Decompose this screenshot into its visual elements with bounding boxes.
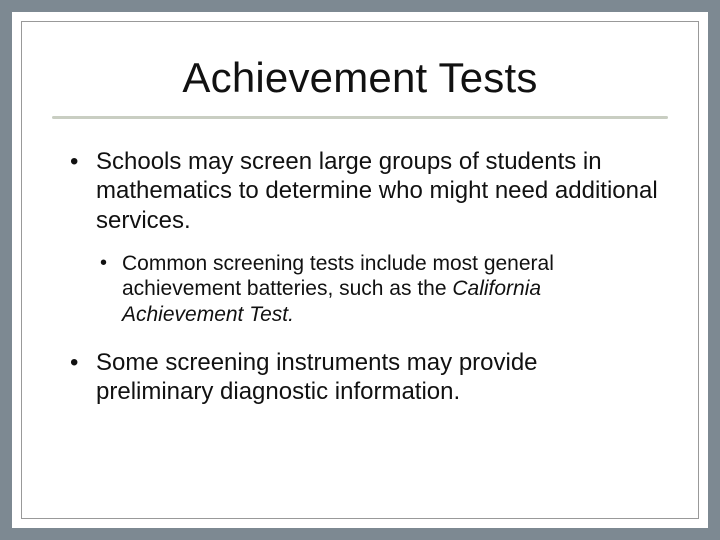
sub-bullet-list: Common screening tests include most gene… [96, 251, 660, 328]
slide-body: Schools may screen large groups of stude… [22, 119, 698, 406]
title-area: Achievement Tests [22, 22, 698, 116]
list-item: Some screening instruments may provide p… [60, 348, 660, 407]
slide-inner-frame: Achievement Tests Schools may screen lar… [21, 21, 699, 519]
list-item: Schools may screen large groups of stude… [60, 147, 660, 328]
list-item: Common screening tests include most gene… [96, 251, 660, 328]
bullet-list: Schools may screen large groups of stude… [60, 147, 660, 406]
slide-title: Achievement Tests [22, 54, 698, 102]
bullet-text: Some screening instruments may provide p… [96, 349, 538, 405]
slide-card: Achievement Tests Schools may screen lar… [12, 12, 708, 528]
bullet-text: Schools may screen large groups of stude… [96, 148, 658, 234]
